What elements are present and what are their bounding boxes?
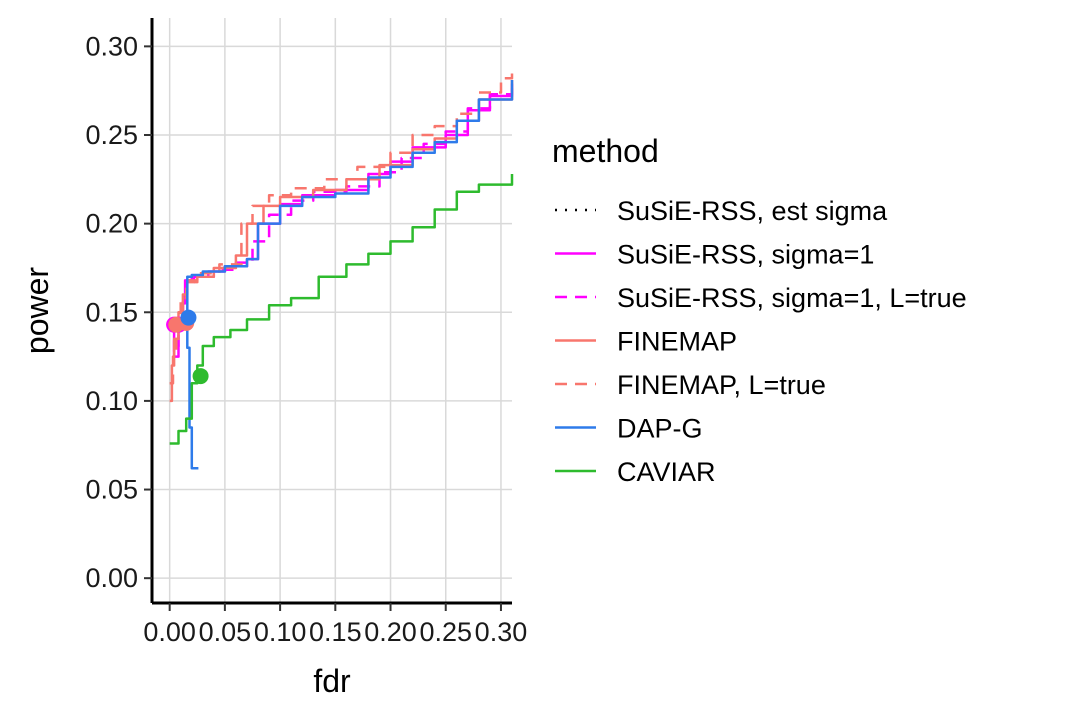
series-point-6 bbox=[192, 368, 209, 385]
x-axis-title: fdr bbox=[313, 663, 351, 699]
series-line-2 bbox=[169, 81, 514, 353]
y-tick-label: 0.15 bbox=[85, 297, 138, 327]
legend-item: FINEMAP, L=true bbox=[555, 370, 826, 400]
axes bbox=[150, 18, 512, 605]
legend-item: SuSiE-RSS, sigma=1 bbox=[555, 240, 874, 270]
legend-item: DAP-G bbox=[555, 414, 703, 444]
series-line-3 bbox=[169, 80, 514, 403]
legend-label: SuSiE-RSS, est sigma bbox=[617, 196, 888, 226]
legend-label: SuSiE-RSS, sigma=1, L=true bbox=[617, 283, 967, 313]
x-tick-label: 0.20 bbox=[364, 617, 417, 647]
x-tick-label: 0.05 bbox=[199, 617, 252, 647]
grid bbox=[152, 18, 512, 603]
series-layer bbox=[166, 73, 514, 470]
series-line-5 bbox=[186, 80, 514, 470]
y-tick-label: 0.10 bbox=[85, 386, 138, 416]
legend-item: CAVIAR bbox=[555, 457, 716, 487]
series-line-4 bbox=[169, 73, 514, 385]
legend-item: SuSiE-RSS, sigma=1, L=true bbox=[555, 283, 967, 313]
legend-title: method bbox=[552, 133, 659, 169]
legend-label: CAVIAR bbox=[617, 457, 716, 487]
x-tick-label: 0.30 bbox=[475, 617, 528, 647]
x-tick-label: 0.00 bbox=[143, 617, 196, 647]
series-line-1 bbox=[169, 83, 514, 358]
y-tick-label: 0.25 bbox=[85, 120, 138, 150]
ticks: 0.00 0.05 0.10 0.15 0.20 0.25 0.300.000.050.10… bbox=[85, 31, 527, 647]
legend-items: SuSiE-RSS, est sigma SuSiE-RSS, sigma=1 Su… bbox=[555, 196, 967, 487]
x-tick-label: 0.25 bbox=[419, 617, 472, 647]
legend: method SuSiE-RSS, est sigma SuSiE-RSS, si… bbox=[552, 133, 967, 487]
legend-item: SuSiE-RSS, est sigma bbox=[555, 196, 888, 226]
legend-label: FINEMAP bbox=[617, 327, 737, 357]
legend-item: FINEMAP bbox=[555, 327, 737, 357]
legend-label: DAP-G bbox=[617, 414, 703, 444]
y-tick-label: 0.05 bbox=[85, 475, 138, 505]
x-tick-label: 0.10 bbox=[254, 617, 307, 647]
y-tick-label: 0.30 bbox=[85, 31, 138, 61]
series-point-4 bbox=[168, 316, 185, 333]
y-axis-title: power bbox=[19, 267, 55, 355]
y-tick-label: 0.20 bbox=[85, 209, 138, 239]
y-tick-label: 0.00 bbox=[85, 563, 138, 593]
series-line-6 bbox=[169, 174, 514, 445]
series-point-5 bbox=[180, 309, 197, 326]
legend-label: SuSiE-RSS, sigma=1 bbox=[617, 240, 874, 270]
legend-label: FINEMAP, L=true bbox=[617, 370, 826, 400]
x-tick-label: 0.15 bbox=[309, 617, 362, 647]
